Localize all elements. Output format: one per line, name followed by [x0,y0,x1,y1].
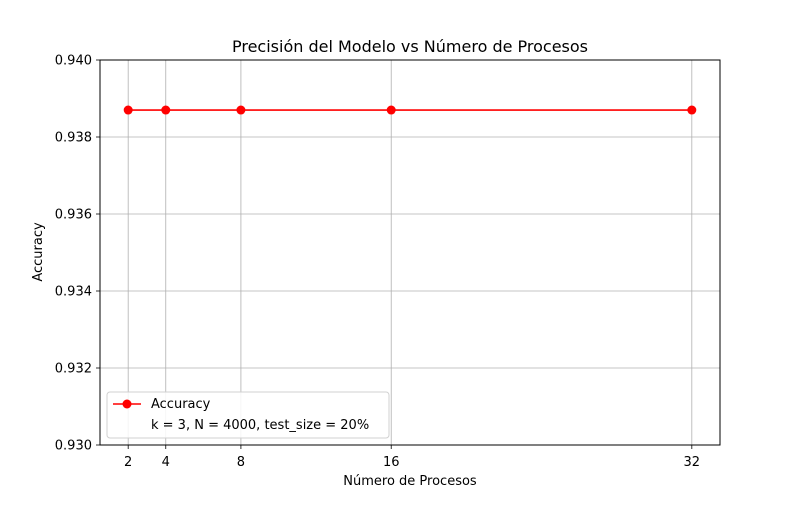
data-point [123,105,133,115]
legend-entry-accuracy: Accuracy [151,397,211,412]
x-tick-label: 8 [237,455,245,470]
data-point [687,105,697,115]
y-tick-label: 0.936 [55,208,92,223]
legend: Accuracy k = 3, N = 4000, test_size = 20% [106,391,390,439]
series-accuracy [123,105,697,115]
y-axis-label: Accuracy [31,222,46,282]
chart-title: Precisión del Modelo vs Número de Proces… [232,37,588,56]
y-tick-label: 0.940 [55,54,92,69]
y-tick-label: 0.932 [55,362,92,377]
y-tick-label: 0.934 [55,285,92,300]
grid [100,59,720,446]
x-tick-label: 32 [684,455,701,470]
x-tick-label: 2 [124,455,132,470]
legend-box [106,391,390,439]
x-tick-label: 16 [383,455,400,470]
legend-entry-params: k = 3, N = 4000, test_size = 20% [151,418,369,433]
data-point [161,105,171,115]
y-tick-label: 0.938 [55,131,92,146]
x-tick-label: 4 [162,455,170,470]
plot-frame [99,59,721,446]
data-point [236,105,246,115]
ticks: 2 4 8 16 32 0.930 0.932 0.934 0.936 0.938 0.940 [55,54,700,471]
y-tick-label: 0.930 [55,439,92,454]
legend-marker-swatch [122,399,132,409]
x-axis-label: Número de Procesos [343,474,477,489]
data-point [386,105,396,115]
